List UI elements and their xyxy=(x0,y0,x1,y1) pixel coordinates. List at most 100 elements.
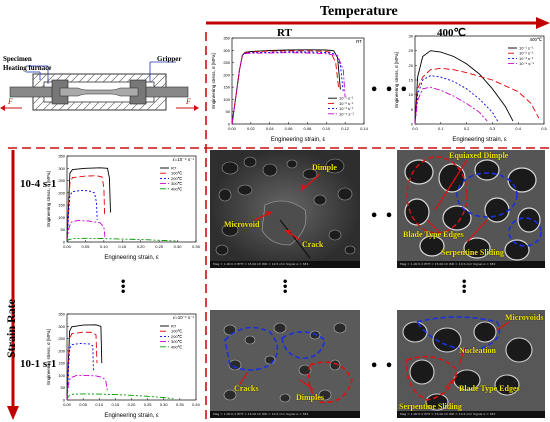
x-tick-label: 0.05 xyxy=(82,244,91,249)
series-line xyxy=(231,50,339,125)
legend-label: 400℃ xyxy=(171,186,183,191)
series-line xyxy=(66,175,106,243)
chart-400c-strain-rates: 0.0 0.1 0.2 0.3 0.4 0.5 0 5 10 15 20 25 30 Engineerin… xyxy=(394,34,548,144)
x-tick-label: 0.30 xyxy=(174,244,183,249)
legend-label: 10⁻¹ s⁻¹ xyxy=(519,46,534,51)
series-line xyxy=(66,189,98,243)
legend-label: 400℃ xyxy=(171,344,183,349)
x-tick-label: 0.5 xyxy=(541,126,547,131)
x-tick-label: 0.40 xyxy=(192,402,200,407)
y-tick-label: 100 xyxy=(58,373,65,378)
x-tick-label: 0.12 xyxy=(341,126,350,131)
sem-texture xyxy=(397,150,545,268)
x-tick-label: 0.06 xyxy=(285,126,294,131)
y-tick-label: 300 xyxy=(58,324,65,329)
sem-400c-1e-4: Equiaxed Dimple Blade Type Edges Serpent… xyxy=(397,150,545,268)
plot-frame xyxy=(66,155,197,243)
x-tick-label: 0.08 xyxy=(304,126,313,131)
y-tick-label: 200 xyxy=(58,190,65,195)
y-tick-label: 0 xyxy=(63,398,66,403)
y-tick-label: 100 xyxy=(223,97,230,102)
label-dimples: Dimples xyxy=(296,393,324,402)
rate-label-1e-1: 10-1 s-1 xyxy=(20,358,57,370)
y-tick-label: 25 xyxy=(409,48,414,53)
series-line xyxy=(231,52,346,125)
x-tick-label: 0.00 xyxy=(63,244,72,249)
specimen-label: Specimen xyxy=(3,55,32,63)
ellipsis-top: • • • xyxy=(370,83,409,98)
temperature-header: Temperature xyxy=(320,4,398,19)
y-tick-label: 100 xyxy=(58,215,65,220)
legend-label: 200℃ xyxy=(171,176,183,181)
legend-label: 100℃ xyxy=(171,329,183,334)
label-blade-type-edges: Blade Type Edges xyxy=(459,384,520,393)
y-tick-label: 50 xyxy=(61,227,66,232)
vertical-ellipsis-right: • • • xyxy=(461,277,468,298)
label-blade-type-edges: Blade Type Edges xyxy=(403,230,464,239)
chart-title: 400℃ xyxy=(529,37,543,42)
chart-1e-4-temperatures: 0.00 0.05 0.10 0.15 0.20 0.25 0.30 0.35 0 50 100 15… xyxy=(46,154,200,262)
x-tick-label: 0.3 xyxy=(490,126,496,131)
legend-label: 200℃ xyxy=(171,334,183,339)
label-serpentine-sliding: Serpentine Sliding xyxy=(399,402,462,411)
x-tick-label: 0.10 xyxy=(95,402,104,407)
y-axis-label: Engineering stress, σ [MPa] xyxy=(46,171,51,227)
x-tick-label: 0.25 xyxy=(144,402,153,407)
label-dimple: Dimple xyxy=(312,163,337,172)
strain-rate-arrow xyxy=(7,150,19,420)
x-axis-label: Engineering strain, ε xyxy=(452,137,507,143)
series-line xyxy=(414,75,498,125)
legend-label: 10⁻² s⁻¹ xyxy=(339,101,354,106)
x-tick-label: 0.0 xyxy=(412,126,418,131)
x-tick-label: 0.05 xyxy=(79,402,88,407)
y-tick-label: 200 xyxy=(58,348,65,353)
y-tick-label: 30 xyxy=(409,34,414,39)
chart-1e-1-temperatures: 0.00 0.05 0.10 0.15 0.20 0.25 0.30 0.35 0.40 0 50 1… xyxy=(46,312,200,420)
sem-rt-1e-4: Dimple Microvoid Crack Mag = 1.00 K X EH… xyxy=(210,150,360,268)
label-serpentine-sliding: Serpentine Sliding xyxy=(441,248,504,257)
y-tick-label: 150 xyxy=(223,85,230,90)
strain-rate-header: Strain Rate xyxy=(4,299,18,358)
sem-texture xyxy=(397,310,545,418)
series-line xyxy=(231,51,344,125)
sem-info-bar: Mag = 1.00 K X EHT = 15.00 kV WD = 10.5 … xyxy=(397,261,545,268)
series-line xyxy=(66,237,178,243)
y-tick-label: 5 xyxy=(411,107,414,112)
rate-label-1e-4: 10-4 s-1 xyxy=(20,178,57,190)
legend-label: 300℃ xyxy=(171,181,183,186)
plot-frame xyxy=(66,313,197,401)
label-cracks: Cracks xyxy=(234,384,259,393)
sem-texture xyxy=(210,310,360,418)
gripper-label: Gripper xyxy=(157,55,182,63)
series-line xyxy=(66,219,106,243)
x-tick-label: 0.20 xyxy=(137,244,146,249)
y-tick-label: 150 xyxy=(58,203,65,208)
series-line xyxy=(414,67,540,125)
y-tick-label: 20 xyxy=(409,63,414,68)
legend-label: 10⁻³ s⁻¹ xyxy=(339,106,354,111)
legend-label: 300℃ xyxy=(171,339,183,344)
y-tick-label: 300 xyxy=(58,166,65,171)
x-tick-label: 0.15 xyxy=(118,244,127,249)
series-line xyxy=(66,324,103,401)
plot-frame xyxy=(414,35,545,125)
force-label-left: F xyxy=(8,97,13,106)
label-equiaxed-dimple: Equiaxed Dimple xyxy=(449,151,509,160)
x-axis-label: Engineering strain, ε xyxy=(271,137,326,143)
x-tick-label: 0.1 xyxy=(438,126,444,131)
legend-label: RT xyxy=(171,324,177,329)
label-crack: Crack xyxy=(302,240,324,249)
y-tick-label: 150 xyxy=(58,361,65,366)
y-axis-label: Engineering stress, σ [MPa] xyxy=(46,329,51,385)
series-line xyxy=(414,50,514,125)
y-axis-label: Engineering stress, σ [MPa] xyxy=(211,53,216,109)
x-tick-label: 0.10 xyxy=(100,244,109,249)
vertical-ellipsis-left: • • • xyxy=(120,277,127,298)
y-tick-label: 15 xyxy=(409,78,414,83)
vertical-ellipsis-middle: • • • xyxy=(282,277,289,298)
legend-label: RT xyxy=(171,166,177,171)
x-tick-label: 0.15 xyxy=(111,402,120,407)
y-tick-label: 350 xyxy=(58,312,65,317)
